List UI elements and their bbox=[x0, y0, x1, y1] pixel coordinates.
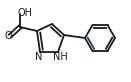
Text: OH: OH bbox=[18, 8, 32, 18]
Text: NH: NH bbox=[53, 52, 67, 62]
Text: N: N bbox=[35, 52, 43, 62]
Text: O: O bbox=[4, 31, 12, 41]
